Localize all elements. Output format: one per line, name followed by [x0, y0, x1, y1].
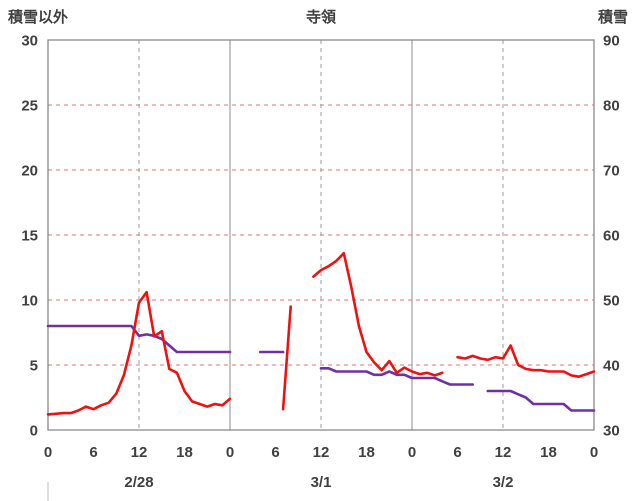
- red-series-line: [456, 344, 596, 379]
- x-date-label: 3/2: [493, 474, 514, 491]
- red-series-line: [312, 251, 444, 377]
- y-left-tick-label: 15: [21, 228, 38, 245]
- y-left-tick-label: 25: [21, 98, 38, 115]
- right-axis-title: 積雪: [597, 9, 628, 26]
- x-tick-label: 12: [131, 444, 148, 461]
- plot-border: [47, 39, 595, 431]
- left-axis-title: 積雪以外: [8, 9, 69, 26]
- y-left-tick-label: 20: [21, 163, 38, 180]
- y-left-tick-label: 0: [30, 423, 38, 440]
- red-series-line: [281, 305, 293, 411]
- purple-series-line: [319, 366, 475, 386]
- x-tick-label: 0: [408, 444, 416, 461]
- chart-title: 寺領: [305, 9, 336, 26]
- x-tick-label: 6: [89, 444, 97, 461]
- x-date-label: 3/1: [311, 474, 332, 491]
- x-tick-label: 0: [44, 444, 52, 461]
- y-right-tick-label: 70: [603, 163, 620, 180]
- y-left-tick-label: 5: [30, 358, 38, 375]
- red-series-line: [46, 290, 232, 416]
- y-right-tick-label: 40: [603, 358, 620, 375]
- x-tick-label: 6: [453, 444, 461, 461]
- y-right-tick-label: 30: [603, 423, 620, 440]
- purple-series-line: [46, 324, 232, 354]
- y-right-tick-label: 60: [603, 228, 620, 245]
- x-tick-label: 18: [358, 444, 375, 461]
- x-tick-label: 18: [176, 444, 193, 461]
- y-left-tick-label: 30: [21, 33, 38, 50]
- y-left-tick-label: 10: [21, 293, 38, 310]
- x-tick-label: 6: [271, 444, 279, 461]
- y-right-tick-label: 50: [603, 293, 620, 310]
- x-tick-label: 0: [226, 444, 234, 461]
- y-right-tick-label: 90: [603, 33, 620, 50]
- x-tick-label: 12: [313, 444, 330, 461]
- x-tick-label: 18: [540, 444, 557, 461]
- x-date-label: 2/28: [124, 474, 153, 491]
- y-right-tick-label: 80: [603, 98, 620, 115]
- purple-series-line: [486, 389, 596, 412]
- x-tick-label: 0: [590, 444, 598, 461]
- x-tick-label: 12: [495, 444, 512, 461]
